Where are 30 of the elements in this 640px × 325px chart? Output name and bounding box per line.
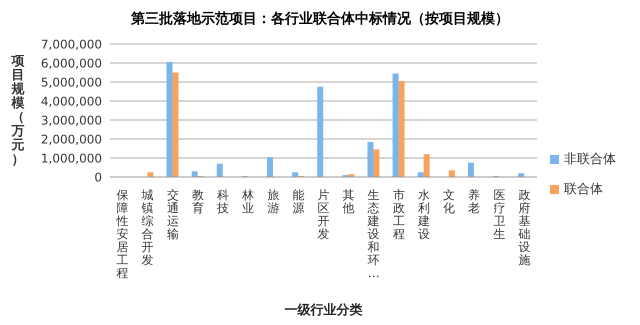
legend-label: 非联合体: [564, 151, 616, 168]
x-tick-label: 文化: [443, 188, 456, 215]
x-tick-label: 科技: [216, 188, 230, 215]
y-tick-label: 2,000,000: [40, 132, 102, 146]
x-axis-title: 一级行业分类: [284, 303, 362, 318]
x-tick-label: 水利建设: [416, 188, 430, 241]
legend-label: 联合体: [564, 181, 603, 198]
x-tick-label: 林业: [241, 188, 254, 215]
x-tick-label: 城镇综合开发: [140, 188, 154, 267]
x-tick-label: 能源: [292, 188, 304, 215]
y-tick-label: 4,000,000: [40, 94, 102, 108]
x-tick-label: 教育: [192, 188, 204, 215]
chart-title: 第三批落地示范项目：各行业联合体中标情况（按项目规模）: [130, 10, 510, 28]
x-tick-label: 保障性安居工程: [116, 188, 129, 280]
x-tick-label: 市政工程: [392, 188, 405, 241]
y-tick-label: 5,000,000: [40, 75, 102, 90]
x-tick-label: 旅游: [267, 188, 280, 215]
x-tick-label: 政府基础设施: [517, 188, 530, 267]
y-tick-label: 6,000,000: [40, 56, 102, 70]
y-axis-title: 项目规模（万元）: [10, 54, 26, 168]
x-tick-label: 片区开发: [318, 188, 330, 241]
x-tick-label: 养老: [468, 188, 480, 215]
y-tick-label: 0: [94, 170, 102, 184]
x-tick-label: 其他: [342, 188, 355, 215]
y-tick-label: 1,000,000: [40, 151, 102, 166]
x-tick-label: 生态建设和环…: [366, 188, 380, 280]
y-tick-label: 3,000,000: [40, 113, 102, 128]
x-tick-label: 交通运输: [166, 188, 179, 241]
x-tick-label: 医疗卫生: [493, 188, 506, 241]
y-tick-label: 7,000,000: [40, 37, 102, 52]
